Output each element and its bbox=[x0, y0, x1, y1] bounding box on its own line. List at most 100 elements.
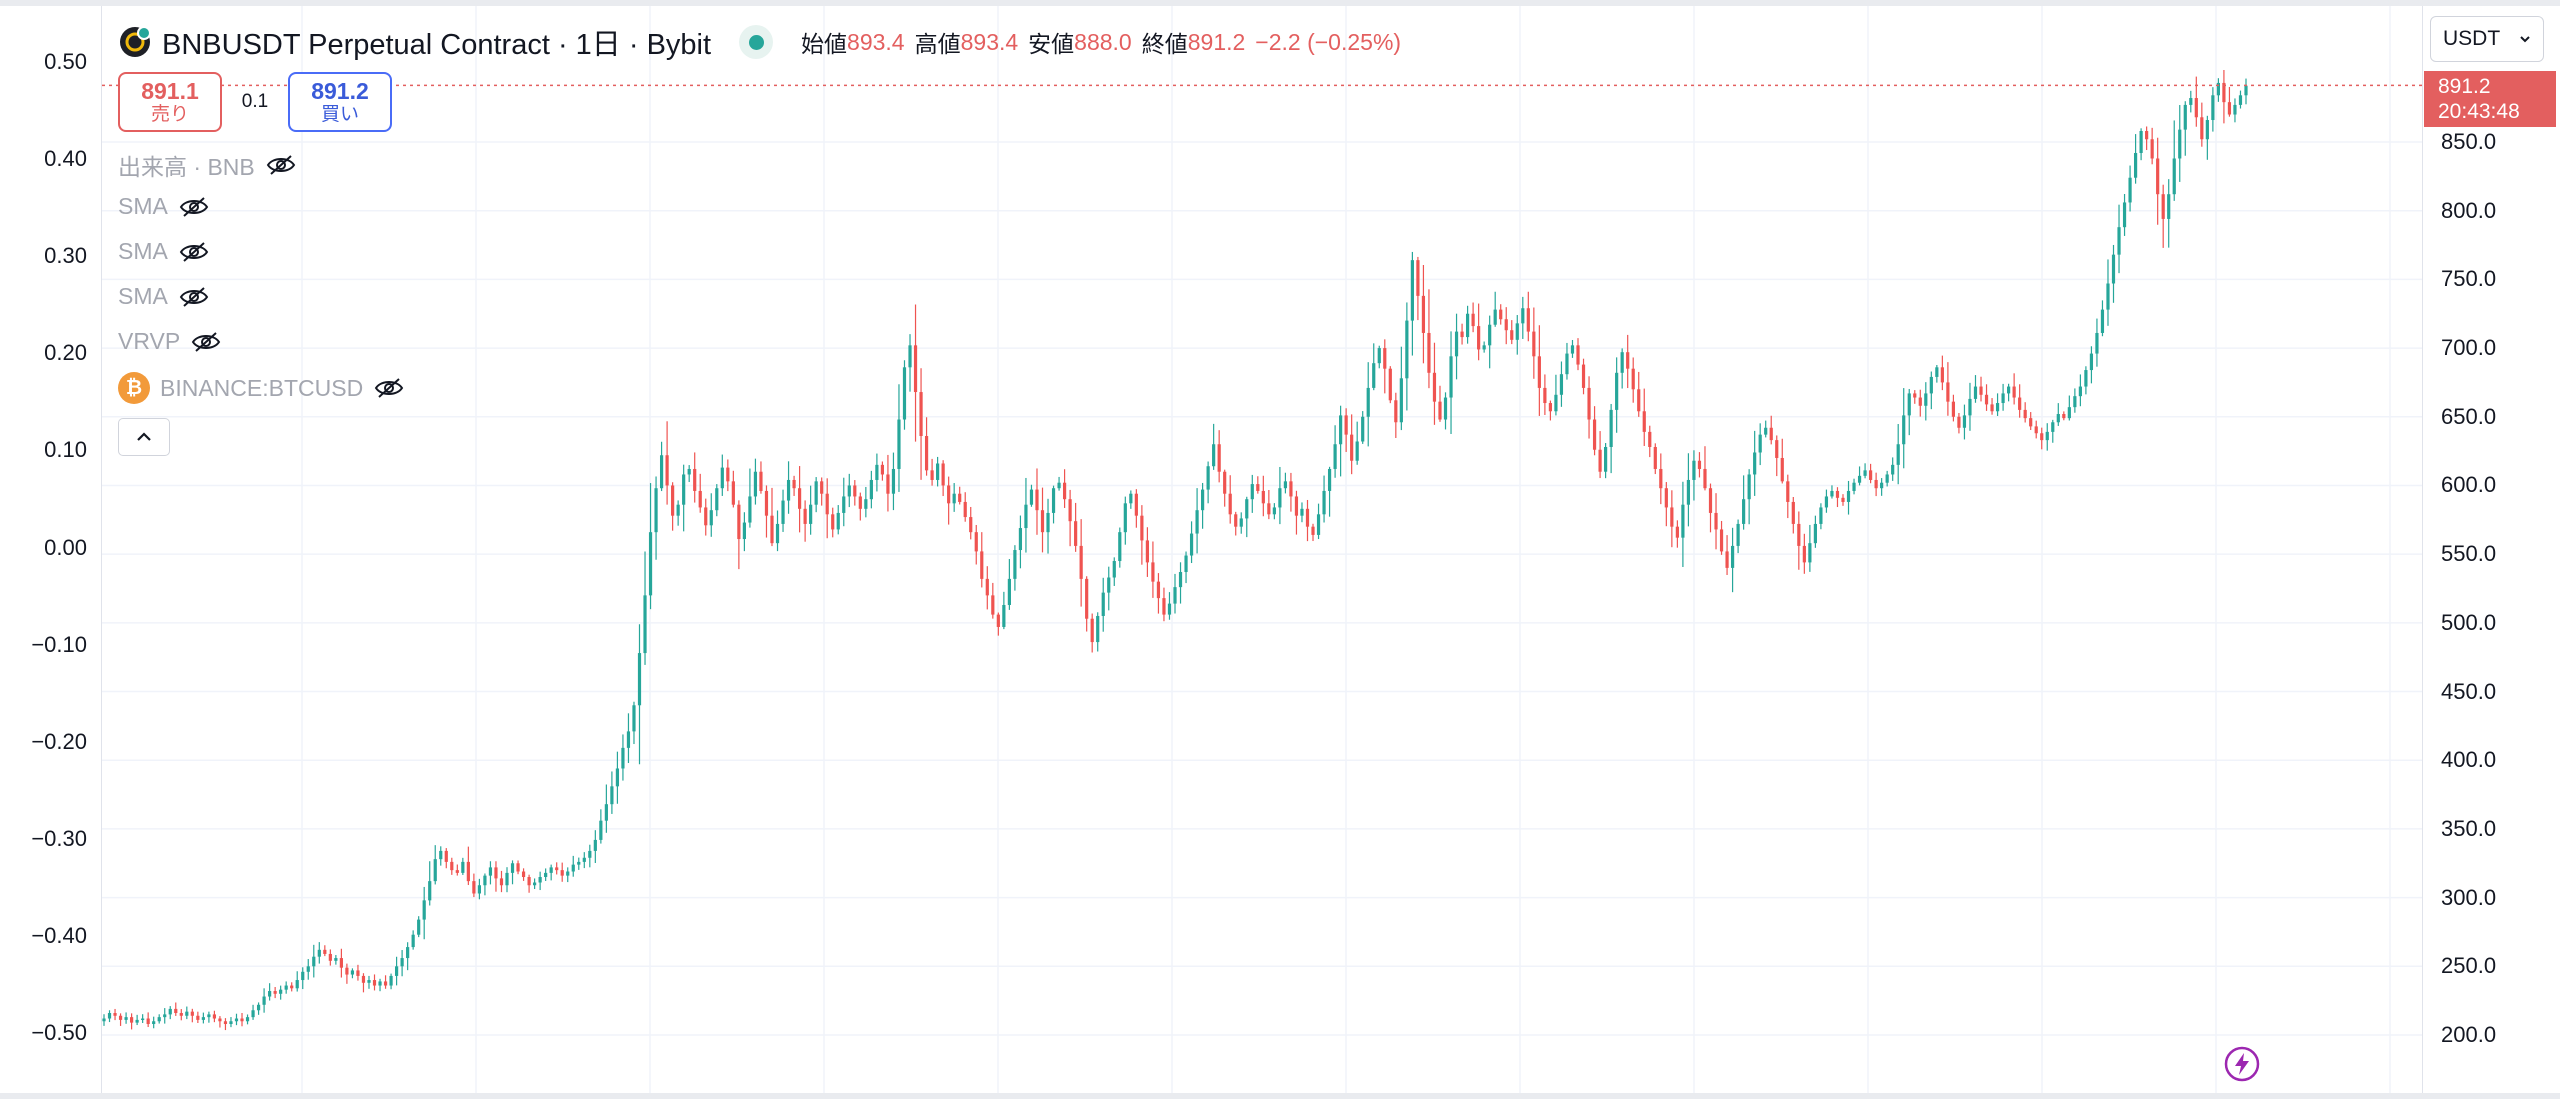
candle bbox=[1929, 371, 1933, 410]
candle-body bbox=[1333, 444, 1337, 469]
candle-body bbox=[1140, 515, 1144, 541]
candle bbox=[2111, 244, 2116, 303]
candle-body bbox=[488, 867, 493, 876]
market-status-icon[interactable] bbox=[739, 25, 774, 59]
candle bbox=[753, 458, 758, 505]
candle bbox=[190, 1008, 194, 1023]
candle-body bbox=[902, 367, 907, 420]
candle-body bbox=[394, 966, 399, 976]
candle-body bbox=[930, 470, 934, 480]
candle bbox=[797, 466, 802, 533]
candle-body bbox=[1223, 471, 1227, 494]
candle bbox=[1554, 374, 1558, 416]
candle bbox=[1245, 496, 1249, 538]
candle bbox=[1057, 476, 1061, 491]
candle bbox=[1664, 482, 1668, 527]
candle bbox=[2139, 128, 2143, 161]
candle bbox=[1383, 339, 1387, 394]
candle-body bbox=[450, 861, 454, 871]
left-axis-tick: 0.20 bbox=[44, 340, 87, 366]
right-price-scale[interactable]: 850.0 800.0 750.0 700.0 650.0 600.0 550.0 500.0… bbox=[2422, 6, 2560, 1093]
candle bbox=[858, 492, 862, 521]
symbol-title[interactable]: BNBUSDT Perpetual Contract · 1日 · Bybit bbox=[162, 29, 712, 61]
candle-body bbox=[1465, 313, 1470, 338]
indicator-volume[interactable]: 出来高 · BNB bbox=[118, 148, 297, 182]
candle bbox=[742, 512, 746, 552]
candle-body bbox=[334, 958, 338, 961]
eye-off-icon[interactable] bbox=[190, 331, 222, 353]
left-price-scale[interactable]: 0.50 0.40 0.30 0.20 0.10 0.00 −0.10 −0.20 −0.30 −… bbox=[0, 6, 102, 1093]
lightning-bolt-icon[interactable] bbox=[2224, 1046, 2260, 1082]
currency-select[interactable]: USDT bbox=[2430, 16, 2544, 62]
eye-off-icon[interactable] bbox=[178, 196, 210, 218]
candle bbox=[1548, 400, 1553, 421]
open-label: 始値 bbox=[801, 31, 848, 57]
candle-body bbox=[1681, 504, 1685, 538]
candle bbox=[483, 873, 487, 896]
buy-button[interactable]: 891.2 買い bbox=[288, 72, 392, 132]
candle bbox=[367, 975, 371, 989]
candle bbox=[549, 864, 553, 881]
candle-body bbox=[2001, 393, 2005, 404]
candle-body bbox=[1769, 427, 1773, 441]
candle-body bbox=[1283, 481, 1288, 489]
indicator-sma-1[interactable]: SMA bbox=[118, 193, 210, 220]
candle-body bbox=[1929, 376, 1933, 394]
eye-off-icon[interactable] bbox=[265, 154, 297, 176]
candle-body bbox=[1940, 367, 1944, 383]
candle-body bbox=[1587, 387, 1591, 420]
candle-body bbox=[687, 468, 691, 475]
indicator-btcusd[interactable]: ₿ BINANCE:BTCUSD bbox=[118, 372, 405, 404]
candle bbox=[394, 956, 399, 986]
candle-body bbox=[135, 1019, 139, 1023]
indicator-sma-2[interactable]: SMA bbox=[118, 238, 210, 265]
candle-body bbox=[240, 1018, 244, 1022]
top-border bbox=[0, 0, 2560, 6]
candle bbox=[1725, 535, 1729, 576]
indicator-label: BINANCE:BTCUSD bbox=[160, 374, 364, 401]
candle-body bbox=[1085, 578, 1089, 619]
candle-body bbox=[251, 1010, 255, 1018]
candle bbox=[2167, 179, 2171, 248]
candle bbox=[152, 1016, 156, 1029]
candle bbox=[2227, 86, 2232, 117]
right-axis-tick: 800.0 bbox=[2441, 197, 2497, 223]
candle bbox=[1432, 342, 1437, 425]
candle bbox=[936, 456, 940, 487]
eye-off-icon[interactable] bbox=[178, 241, 210, 263]
candle bbox=[1471, 302, 1475, 333]
candle-body bbox=[1079, 545, 1083, 579]
indicator-sma-3[interactable]: SMA bbox=[118, 283, 210, 310]
candle-body bbox=[1261, 490, 1265, 504]
candle bbox=[1990, 398, 1994, 415]
candle-body bbox=[1250, 484, 1254, 500]
candle-body bbox=[301, 971, 305, 981]
candle bbox=[952, 483, 956, 512]
candle bbox=[969, 506, 973, 540]
candle-body bbox=[1913, 393, 1917, 398]
candle bbox=[974, 524, 978, 565]
sell-button[interactable]: 891.1 売り bbox=[118, 72, 222, 132]
collapse-legend-button[interactable] bbox=[118, 418, 170, 456]
candle bbox=[1791, 496, 1795, 534]
right-axis-tick: 400.0 bbox=[2441, 747, 2497, 773]
candle-body bbox=[676, 504, 680, 516]
candle-body bbox=[1162, 598, 1166, 615]
eye-off-icon[interactable] bbox=[373, 377, 405, 399]
chart-pane[interactable]: BNBUSDT Perpetual Contract · 1日 · Bybit … bbox=[102, 6, 2422, 1093]
candle bbox=[234, 1013, 239, 1026]
candle-body bbox=[1764, 427, 1768, 435]
candle bbox=[2172, 120, 2176, 201]
candle bbox=[533, 878, 537, 890]
eye-off-icon[interactable] bbox=[178, 286, 210, 308]
candle bbox=[1405, 302, 1409, 411]
candle-body bbox=[378, 981, 382, 986]
candle bbox=[1162, 587, 1166, 622]
candle bbox=[2095, 318, 2099, 367]
candle bbox=[124, 1012, 128, 1024]
candle-body bbox=[759, 471, 763, 491]
indicator-vrvp[interactable]: VRVP bbox=[118, 328, 222, 355]
candle-body bbox=[731, 481, 735, 505]
candlestick-chart[interactable] bbox=[102, 6, 2422, 1093]
